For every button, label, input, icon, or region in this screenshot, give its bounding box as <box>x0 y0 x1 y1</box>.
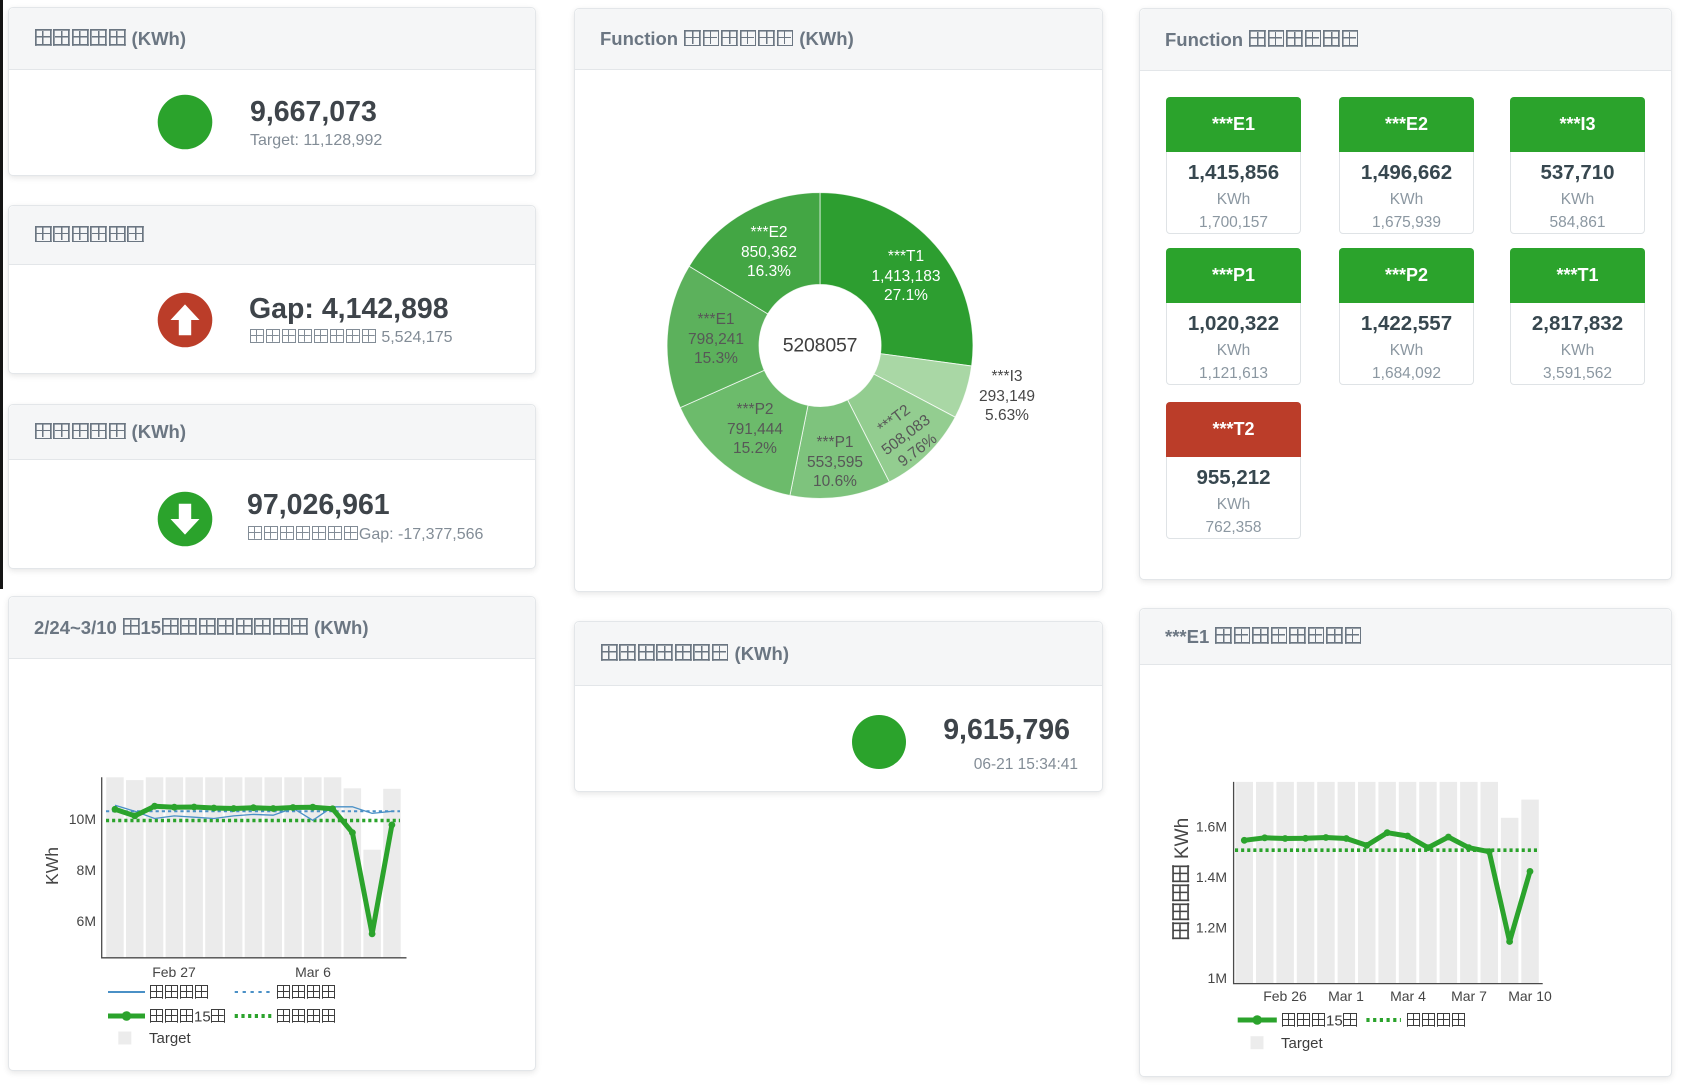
svg-text:Mar 1: Mar 1 <box>1328 988 1364 1004</box>
svg-text:1.6M: 1.6M <box>1196 819 1227 835</box>
svg-text:Mar 6: Mar 6 <box>295 964 331 980</box>
svg-text:1M: 1M <box>1208 970 1227 986</box>
svg-text:Mar 7: Mar 7 <box>1451 988 1487 1004</box>
svg-text:8M: 8M <box>77 862 96 878</box>
svg-text:Mar 10: Mar 10 <box>1508 988 1552 1004</box>
svg-text:Mar 4: Mar 4 <box>1390 988 1426 1004</box>
svg-text:10M: 10M <box>69 811 96 827</box>
svg-text:1.2M: 1.2M <box>1196 920 1227 936</box>
svg-text:Feb 26: Feb 26 <box>1263 988 1307 1004</box>
svg-text:Feb 27: Feb 27 <box>152 964 196 980</box>
svg-text:1.4M: 1.4M <box>1196 869 1227 885</box>
svg-text:6M: 6M <box>77 913 96 929</box>
svg-text:KWh: KWh <box>42 847 62 885</box>
